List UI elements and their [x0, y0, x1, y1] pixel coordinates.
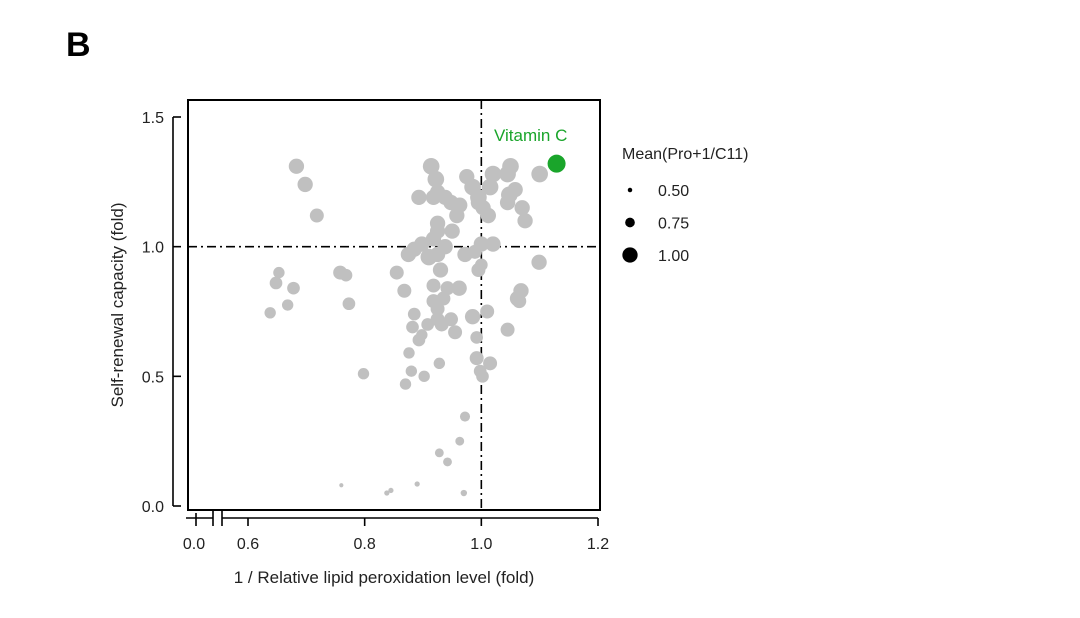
data-point [339, 268, 353, 282]
axes [187, 99, 601, 511]
data-point [339, 483, 344, 488]
data-point [499, 194, 516, 211]
highlight-group: Vitamin C [494, 126, 567, 173]
x-tick-label: 1.0 [470, 536, 492, 553]
legend-marker [622, 247, 638, 263]
data-point [459, 411, 471, 422]
data-point [507, 181, 523, 198]
data-point [473, 236, 489, 252]
data-point [464, 309, 481, 325]
data-point [455, 436, 465, 446]
data-point [502, 157, 519, 175]
data-point [288, 158, 305, 174]
panel-label: B [66, 26, 91, 64]
data-points [264, 157, 548, 497]
data-point [384, 490, 390, 496]
data-point [444, 223, 460, 239]
data-point [484, 165, 502, 183]
legend-entry-label: 0.75 [658, 216, 689, 233]
data-point [399, 378, 412, 390]
data-point [397, 283, 412, 298]
data-point [512, 294, 527, 309]
data-point [429, 184, 446, 200]
legend: Mean(Pro+1/C11) 0.50 0.75 1.00 [622, 146, 748, 265]
data-point [287, 281, 300, 295]
legend-entry-label: 1.00 [658, 248, 689, 265]
data-point [281, 299, 294, 311]
data-point [269, 276, 283, 290]
data-point [403, 347, 415, 359]
data-point [480, 207, 496, 224]
data-point [514, 200, 530, 216]
legend-marker [625, 217, 635, 228]
data-point [470, 331, 484, 344]
data-point [432, 262, 449, 278]
x-tick-label: 0.8 [354, 536, 376, 553]
data-point [405, 365, 418, 377]
data-point [418, 370, 430, 383]
x-axis-label: 1 / Relative lipid peroxidation level (f… [234, 568, 535, 587]
data-point [437, 239, 453, 255]
data-point [414, 481, 420, 487]
data-point [422, 157, 440, 175]
data-point [407, 307, 421, 321]
data-point [473, 364, 487, 378]
data-point [443, 457, 452, 467]
x-axis: 0.6 0.8 1.0 1.2 0.0 [183, 510, 609, 553]
data-point [480, 304, 495, 319]
data-point [426, 278, 441, 293]
x-tick-label: 1.2 [587, 536, 609, 553]
data-point [430, 301, 445, 316]
legend-marker [627, 187, 633, 193]
data-point [427, 170, 445, 188]
data-point [444, 312, 458, 327]
x-break-tick-label: 0.0 [183, 536, 205, 553]
data-point [309, 208, 324, 223]
data-point [434, 448, 444, 458]
data-point [474, 258, 488, 272]
data-point [414, 236, 430, 252]
data-point [481, 178, 499, 196]
y-tick-label: 1.0 [142, 240, 164, 257]
y-tick-label: 1.5 [142, 110, 164, 127]
y-tick-label: 0.5 [142, 369, 164, 386]
data-point [273, 266, 285, 279]
data-point [448, 325, 463, 340]
data-point [297, 176, 313, 193]
data-point [416, 329, 428, 341]
highlight-point-vitamin-c [547, 154, 566, 173]
data-point [469, 351, 484, 366]
data-point [460, 489, 468, 497]
data-point [421, 318, 435, 331]
data-point [429, 215, 446, 231]
data-point [436, 291, 451, 306]
data-point [388, 487, 394, 494]
data-point [500, 322, 515, 337]
data-point [357, 368, 370, 380]
data-point [531, 254, 547, 270]
data-point [411, 189, 427, 206]
legend-title: Mean(Pro+1/C11) [622, 146, 748, 163]
data-point [483, 356, 498, 371]
reference-lines [188, 100, 600, 510]
y-axis: 0.0 0.5 1.0 1.5 [142, 110, 181, 516]
data-point [451, 280, 467, 296]
y-tick-label: 0.0 [142, 499, 164, 516]
data-point [342, 297, 356, 311]
highlight-label: Vitamin C [494, 126, 567, 145]
data-point [406, 320, 419, 334]
y-axis-label: Self-renewal capacity (fold) [108, 202, 127, 407]
data-point [485, 236, 501, 252]
data-point [531, 165, 548, 183]
x-tick-label: 0.6 [237, 536, 259, 553]
data-point [517, 213, 533, 229]
data-point [433, 357, 446, 370]
data-point [264, 307, 276, 319]
data-point [452, 197, 468, 213]
legend-entry-label: 0.50 [658, 183, 689, 200]
data-point [389, 265, 404, 280]
plot-frame [187, 99, 601, 511]
